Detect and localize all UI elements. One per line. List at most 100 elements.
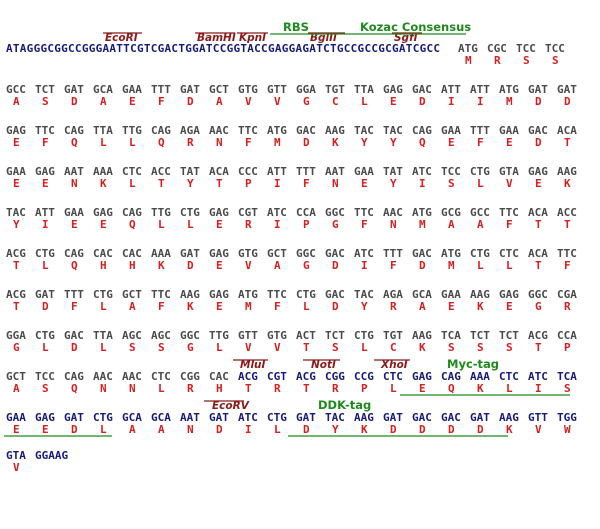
enzyme-label: SgfI bbox=[394, 32, 418, 44]
amino-acid: A bbox=[13, 382, 20, 395]
codon: CTC bbox=[383, 370, 403, 383]
codon: GAC bbox=[412, 247, 432, 260]
amino-acid: S bbox=[129, 341, 136, 354]
amino-acid: L bbox=[42, 259, 49, 272]
codon: ACC bbox=[151, 165, 171, 178]
amino-acid: G bbox=[13, 341, 20, 354]
amino-acid: N bbox=[216, 136, 223, 149]
amino-acid: F bbox=[506, 218, 513, 231]
amino-acid: P bbox=[564, 341, 571, 354]
codon: GCC bbox=[470, 206, 490, 219]
amino-acid: D bbox=[216, 423, 223, 436]
codon: ACC bbox=[557, 206, 577, 219]
codon: GAG bbox=[209, 247, 229, 260]
codon: GCT bbox=[267, 247, 287, 260]
codon: GTA bbox=[499, 165, 519, 178]
amino-acid: I bbox=[419, 177, 426, 190]
codon: GAT bbox=[64, 83, 84, 96]
codon: ATT bbox=[470, 83, 490, 96]
amino-acid: F bbox=[158, 300, 165, 313]
codon: ACA bbox=[528, 206, 548, 219]
codon: CAG bbox=[122, 206, 142, 219]
amino-acid: G bbox=[535, 300, 542, 313]
amino-acid: N bbox=[187, 423, 194, 436]
amino-acid: T bbox=[13, 259, 20, 272]
amino-acid: H bbox=[216, 382, 223, 395]
codon: GTG bbox=[238, 247, 258, 260]
codon: GGA bbox=[6, 329, 26, 342]
codon: CAC bbox=[122, 247, 142, 260]
amino-acid: A bbox=[274, 259, 281, 272]
amino-acid: P bbox=[361, 382, 368, 395]
codon: ATT bbox=[267, 165, 287, 178]
codon: GAA bbox=[6, 411, 26, 424]
codon: GAG bbox=[209, 288, 229, 301]
codon: TTG bbox=[209, 329, 229, 342]
codon: GAT bbox=[180, 247, 200, 260]
amino-acid: A bbox=[216, 95, 223, 108]
amino-acid: R bbox=[274, 382, 281, 395]
codon: CCG bbox=[354, 370, 374, 383]
codon: AAG bbox=[557, 165, 577, 178]
amino-acid: E bbox=[448, 136, 455, 149]
amino-acid: F bbox=[158, 95, 165, 108]
amino-acid: C bbox=[332, 95, 339, 108]
codon: GAT bbox=[557, 83, 577, 96]
amino-acid: E bbox=[13, 177, 20, 190]
amino-acid: I bbox=[274, 177, 281, 190]
amino-acid: M bbox=[274, 136, 281, 149]
codon: CTC bbox=[151, 370, 171, 383]
amino-acid: D bbox=[535, 136, 542, 149]
amino-acid: S bbox=[564, 382, 571, 395]
amino-acid: V bbox=[245, 259, 252, 272]
amino-acid: Y bbox=[187, 177, 194, 190]
codon: GAC bbox=[325, 288, 345, 301]
amino-acid: T bbox=[216, 177, 223, 190]
codon: GAT bbox=[180, 83, 200, 96]
codon: GAG bbox=[528, 165, 548, 178]
codon: TCC bbox=[441, 165, 461, 178]
amino-acid: S bbox=[42, 382, 49, 395]
codon: TAC bbox=[354, 124, 374, 137]
codon: GAT bbox=[296, 411, 316, 424]
codon: GAG bbox=[93, 206, 113, 219]
amino-acid: Q bbox=[419, 136, 426, 149]
amino-acid: T bbox=[535, 341, 542, 354]
codon: CAG bbox=[441, 370, 461, 383]
codon: GCA bbox=[151, 411, 171, 424]
codon: TCT bbox=[470, 329, 490, 342]
amino-acid: K bbox=[158, 259, 165, 272]
codon: GCG bbox=[441, 206, 461, 219]
amino-acid: C bbox=[390, 341, 397, 354]
codon: TTC bbox=[354, 206, 374, 219]
amino-acid: T bbox=[13, 300, 20, 313]
amino-acid: M bbox=[419, 218, 426, 231]
codon: GAC bbox=[64, 329, 84, 342]
amino-acid: V bbox=[245, 95, 252, 108]
amino-acid: L bbox=[187, 218, 194, 231]
codon: GAA bbox=[122, 83, 142, 96]
amino-acid: R bbox=[187, 136, 194, 149]
codon: GAA bbox=[354, 165, 374, 178]
amino-acid: Y bbox=[390, 177, 397, 190]
codon: CTG bbox=[267, 411, 287, 424]
sequence: ATAGGGCGGCCGGGAATTCGTCGACTGGATCCGGTACCGA… bbox=[6, 42, 440, 55]
codon: TAC bbox=[325, 411, 345, 424]
amino-acid: L bbox=[274, 423, 281, 436]
amino-acid: I bbox=[477, 95, 484, 108]
amino-acid: G bbox=[303, 259, 310, 272]
amino-acid: K bbox=[564, 177, 571, 190]
codon: TGG bbox=[557, 411, 577, 424]
enzyme-label: EcoRV bbox=[212, 400, 250, 412]
amino-acid: E bbox=[448, 300, 455, 313]
codon: CTG bbox=[35, 329, 55, 342]
amino-acid: R bbox=[564, 300, 571, 313]
codon: ACG bbox=[238, 370, 258, 383]
codon: AAG bbox=[470, 288, 490, 301]
amino-acid: I bbox=[361, 259, 368, 272]
codon: TCC bbox=[35, 370, 55, 383]
codon: ACG bbox=[528, 329, 548, 342]
codon: CTG bbox=[180, 206, 200, 219]
codon: CAC bbox=[93, 247, 113, 260]
amino-acid: K bbox=[100, 177, 107, 190]
